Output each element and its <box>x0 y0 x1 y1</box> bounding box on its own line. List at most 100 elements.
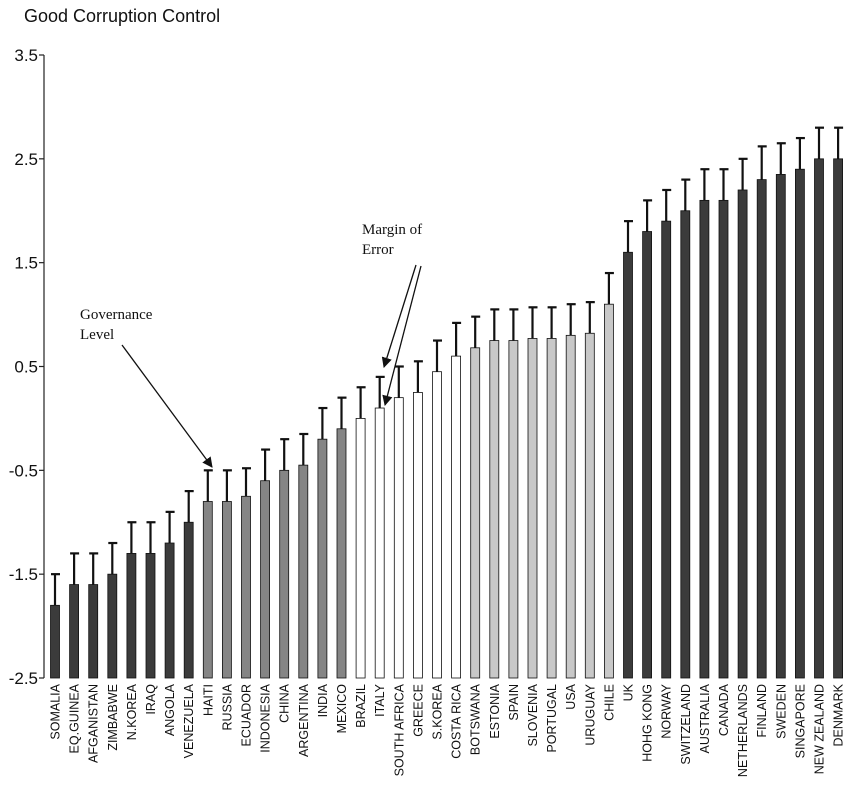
y-tick-label: 1.5 <box>14 254 38 273</box>
bar <box>107 573 118 679</box>
bar <box>355 418 366 679</box>
bar <box>775 174 786 679</box>
bar <box>336 428 347 679</box>
x-tick-label: SWITZELAND <box>679 684 693 765</box>
bar <box>260 480 271 679</box>
annotation-margin-line1: Margin of <box>362 222 422 238</box>
x-tick-label: CHINA <box>278 683 292 723</box>
bar <box>432 371 442 679</box>
y-tick-label: -2.5 <box>9 669 38 688</box>
bar <box>393 397 404 679</box>
error-bars-group <box>51 126 844 606</box>
y-tick-label: 3.5 <box>14 46 38 65</box>
bar <box>737 189 748 679</box>
bar <box>584 332 595 679</box>
y-tick-label: 2.5 <box>14 150 38 169</box>
margin-arrow-left <box>381 264 417 368</box>
x-tick-label: CHILE <box>602 684 616 721</box>
bar <box>298 464 309 679</box>
annotation-arrows <box>121 264 422 468</box>
x-tick-label: ITALY <box>373 683 387 717</box>
x-tick-label: SOMALIA <box>49 683 63 739</box>
bar <box>623 251 633 679</box>
x-tick-label: GREECE <box>411 684 425 737</box>
bar <box>718 199 729 679</box>
x-tick-label: FINLAND <box>755 684 769 737</box>
x-tick-label: SWEDEN <box>774 684 788 739</box>
x-tick-label: PORTUGAL <box>545 684 559 753</box>
x-tick-label: NORWAY <box>660 683 674 738</box>
x-tick-label: UK <box>622 683 636 701</box>
bar <box>164 542 175 679</box>
bar <box>795 168 805 679</box>
x-tick-label: INDIA <box>316 683 330 717</box>
x-tick-label: HAITI <box>201 684 215 716</box>
x-tick-label: DENMARK <box>832 683 846 746</box>
x-tick-label: RUSSIA <box>220 683 234 730</box>
bar <box>565 334 576 679</box>
bar <box>202 501 213 679</box>
bar <box>604 303 614 679</box>
x-tick-label: BOTSWANA <box>469 683 483 755</box>
bar <box>183 521 194 679</box>
bar <box>470 347 481 679</box>
x-tick-label: HOHG KONG <box>641 684 655 762</box>
x-tick-label: NEW ZEALAND <box>813 684 827 774</box>
x-tick-label: VENEZUELA <box>182 683 196 758</box>
y-tick-label: -1.5 <box>9 565 38 584</box>
x-tick-label: INDONESIA <box>259 683 273 752</box>
x-tick-label: N.KOREA <box>125 683 139 740</box>
bars-group <box>50 158 843 679</box>
x-tick-label: CANADA <box>717 683 731 736</box>
bar <box>88 584 99 679</box>
bar <box>546 338 557 679</box>
x-tick-label: AFGANISTAN <box>87 684 101 763</box>
bar <box>527 338 538 679</box>
x-tick-label: ESTONIA <box>488 683 502 738</box>
margin-arrow-right <box>382 265 422 407</box>
x-tick-label: USA <box>564 683 578 709</box>
x-tick-label: ECUADOR <box>240 684 254 747</box>
governance-arrow <box>121 344 213 468</box>
x-tick-labels: SOMALIA EQ.GUINEA AFGANISTAN ZIMBABWE N.KORE… <box>49 683 846 777</box>
bar <box>374 407 385 679</box>
bar <box>69 584 79 679</box>
x-tick-label: MEXICO <box>335 684 349 734</box>
x-tick-label: SOUTH AFRICA <box>392 683 406 776</box>
y-tick-label: -0.5 <box>9 461 38 480</box>
x-tick-label: S.KOREA <box>431 683 445 739</box>
bar <box>317 438 328 679</box>
bar <box>699 199 710 679</box>
bar <box>642 231 652 679</box>
bar <box>814 158 824 679</box>
x-tick-label: SPAIN <box>507 684 521 721</box>
y-tick-label: 0.5 <box>14 358 38 377</box>
x-tick-label: NETHERLANDS <box>736 684 750 777</box>
x-tick-label: ZIMBABWE <box>106 684 120 751</box>
x-tick-label: ANGOLA <box>163 683 177 736</box>
bar <box>221 501 232 679</box>
bar <box>279 469 290 679</box>
bar <box>508 340 519 679</box>
x-tick-label: URUGUAY <box>583 683 597 745</box>
bar <box>489 340 500 679</box>
x-tick-label: AUSTRALIA <box>698 683 712 753</box>
bar <box>50 604 60 679</box>
y-axis: 3.5 2.5 1.5 0.5 -0.5 -1.5 -2.5 <box>9 46 45 688</box>
bar <box>145 553 156 679</box>
x-tick-label: SLOVENIA <box>526 683 540 746</box>
annotation-margin-line2: Error <box>362 242 394 258</box>
annotation-governance-level: Governance Level <box>80 307 153 343</box>
x-tick-label: ARGENTINA <box>297 683 311 757</box>
chart-title: Good Corruption Control <box>24 6 220 26</box>
x-tick-label: BRAZIL <box>354 684 368 728</box>
bar <box>833 158 843 679</box>
bar <box>412 392 423 679</box>
annotation-governance-line1: Governance <box>80 307 153 323</box>
bar <box>756 179 767 679</box>
x-tick-label: IRAQ <box>144 684 158 715</box>
x-tick-label: COSTA RICA <box>450 683 464 758</box>
bar <box>241 495 251 679</box>
bar <box>451 355 462 679</box>
